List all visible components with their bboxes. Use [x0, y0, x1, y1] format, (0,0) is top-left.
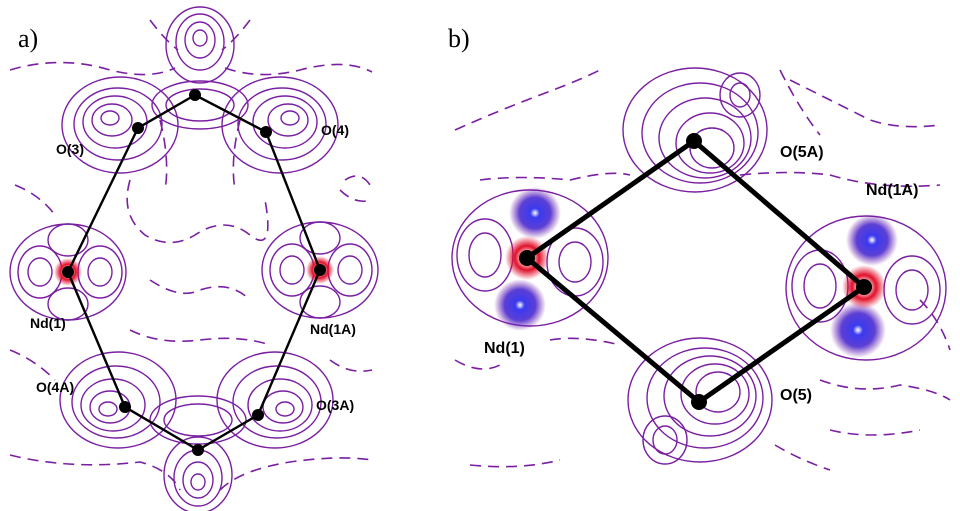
panel-a-o4-contours [221, 76, 339, 174]
panel-b: b) [448, 24, 951, 471]
label-o4a: O(4A) [36, 379, 74, 395]
panel-b-letter: b) [448, 24, 470, 53]
label-nd1a-a: Nd(1A) [310, 321, 356, 337]
panel-b-dashed-contours [454, 69, 951, 471]
atom-nd1-b [519, 250, 535, 266]
panel-b-rhomb-bonds [524, 138, 867, 405]
atom-o4a-a [119, 401, 131, 413]
atom-o3a-a [252, 409, 264, 421]
atom-o5-b [691, 394, 707, 410]
atom-nd1-a [62, 266, 74, 278]
label-nd1-a: Nd(1) [30, 315, 66, 331]
panel-b-o5-contours [627, 337, 773, 465]
panel-a-o3a-contours [216, 351, 334, 449]
panel-a-top-o-contours [151, 6, 249, 130]
label-o3: O(3) [56, 141, 84, 157]
atom-nd1a-a [314, 264, 326, 276]
atom-o3-a [132, 122, 144, 134]
atom-o-bottom-a [192, 444, 204, 456]
label-o4: O(4) [321, 122, 349, 138]
label-nd1a-b: Nd(1A) [866, 182, 918, 199]
panel-a: a) [9, 6, 379, 511]
label-o3a: O(3A) [316, 397, 354, 413]
label-nd1-b: Nd(1) [484, 340, 525, 357]
atom-nd1a-b [856, 279, 872, 295]
atom-o5a-b [686, 133, 702, 149]
atom-o-top-a [189, 89, 201, 101]
label-o5: O(5) [780, 387, 812, 404]
panel-b-o5a-contours [622, 67, 768, 193]
atom-o4-a [260, 126, 272, 138]
panel-a-letter: a) [18, 24, 38, 53]
panel-a-o3-contours [61, 76, 179, 174]
panel-a-dashed-contours [9, 19, 373, 491]
label-o5a: O(5A) [780, 144, 824, 161]
